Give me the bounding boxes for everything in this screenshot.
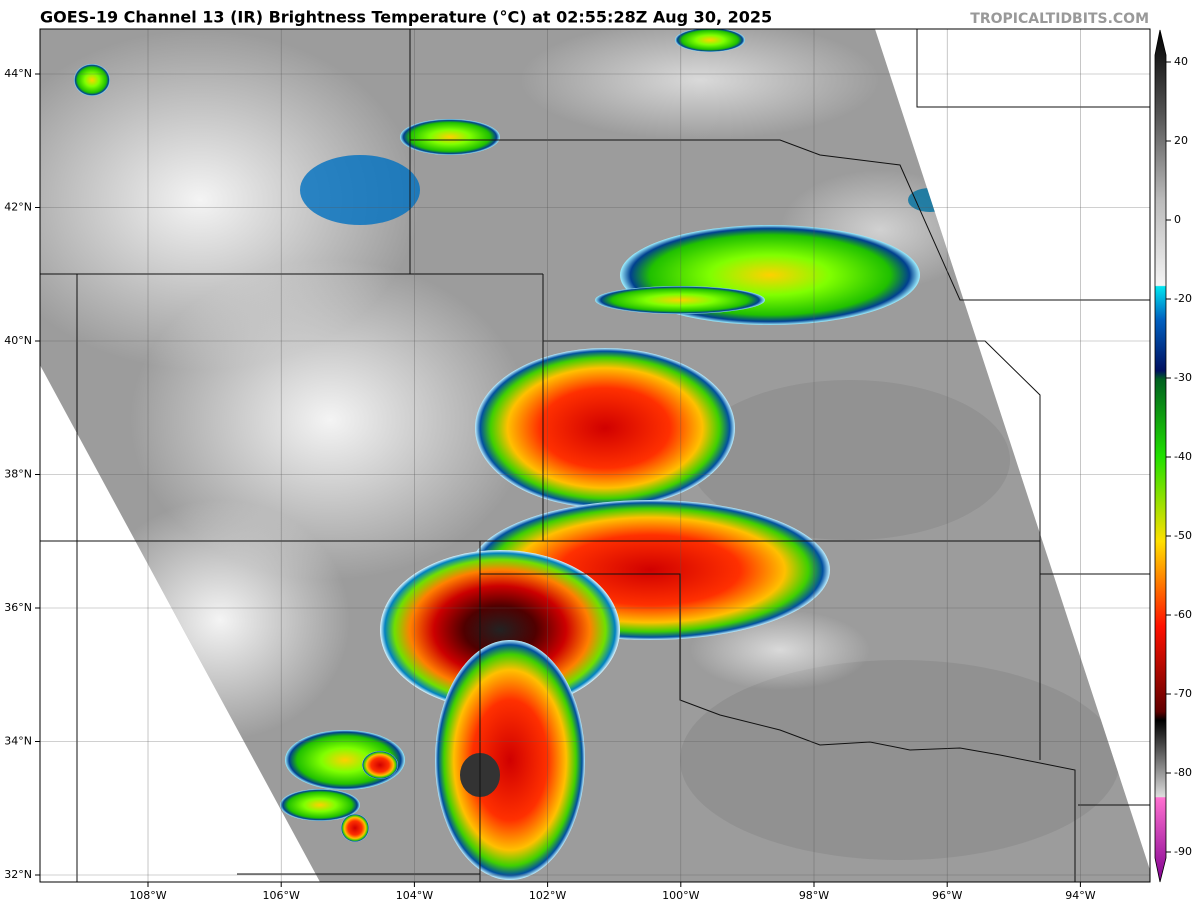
source: TROPICALTIDBITS.COM xyxy=(970,11,1149,27)
colorbar-tick-label: -40 xyxy=(1174,450,1192,463)
lon-label: 104°W xyxy=(396,889,433,902)
lat-label: 32°N xyxy=(4,868,32,881)
lon-label: 98°W xyxy=(799,889,829,902)
borders xyxy=(40,29,1150,882)
colorbar-scale xyxy=(1154,29,1167,883)
lat-label: 34°N xyxy=(4,735,32,748)
lon-label: 102°W xyxy=(529,889,566,902)
lon-label: 94°W xyxy=(1065,889,1095,902)
lat-label: 36°N xyxy=(4,601,32,614)
map xyxy=(35,28,1151,887)
colorbar-ticks: 40 20 0 -20 -30 -40 -50 -60 -70 -80 -90 xyxy=(1166,55,1192,858)
lon-label: 96°W xyxy=(932,889,962,902)
colorbar: 40 20 0 -20 -30 -40 -50 -60 -70 -80 -90 xyxy=(1154,29,1192,883)
lon-label: 106°W xyxy=(263,889,300,902)
colorbar-tick-label: 40 xyxy=(1174,55,1188,68)
colorbar-tick-label: -50 xyxy=(1174,529,1192,542)
colorbar-tick-label: 20 xyxy=(1174,134,1188,147)
colorbar-tick-label: -20 xyxy=(1174,292,1192,305)
lat-label: 44°N xyxy=(4,67,32,80)
colorbar-tick-label: -60 xyxy=(1174,608,1192,621)
lon-label: 100°W xyxy=(662,889,699,902)
lat-label: 40°N xyxy=(4,334,32,347)
title: GOES-19 Channel 13 (IR) Brightness Tempe… xyxy=(40,8,772,27)
map-frame xyxy=(39,28,1151,883)
graticule xyxy=(35,29,1150,887)
colorbar-tick-label: -30 xyxy=(1174,371,1192,384)
colorbar-tick-label: -80 xyxy=(1174,766,1192,779)
lat-label: 38°N xyxy=(4,468,32,481)
colorbar-tick-label: -70 xyxy=(1174,687,1192,700)
lat-label: 42°N xyxy=(4,201,32,214)
colorbar-tick-label: -90 xyxy=(1174,845,1192,858)
colorbar-tick-label: 0 xyxy=(1174,213,1181,226)
lon-label: 108°W xyxy=(129,889,166,902)
